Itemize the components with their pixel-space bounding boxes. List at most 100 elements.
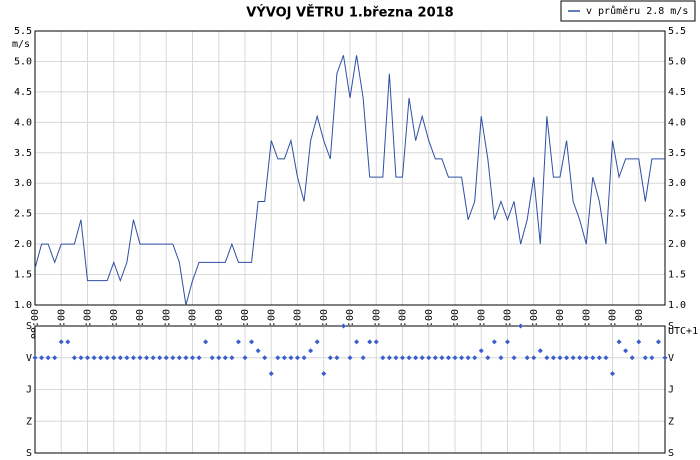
y-tick-label: 4.5 [668,87,686,98]
direction-point [426,355,432,361]
direction-point [85,355,90,361]
direction-point [32,355,38,361]
y-tick-label: Z [668,416,674,427]
direction-point [393,355,399,361]
x-tick-label: 09:00 [266,309,277,339]
direction-point [491,339,497,345]
x-tick-label: 15:00 [424,309,435,339]
y-tick-label: S [668,448,674,459]
plot-border [34,325,666,454]
x-tick-label: 06:00 [188,309,199,339]
direction-point [45,355,51,361]
direction-point [104,355,110,361]
direction-point [557,355,563,361]
direction-point [360,355,366,361]
direction-point [655,339,661,345]
direction-point [209,355,215,361]
direction-point [71,355,77,361]
y-tick-label: 2.5 [668,209,686,220]
direction-point [465,355,471,361]
x-tick-label: 00:00 [30,309,41,339]
y-tick-label: 2.0 [668,239,686,250]
y-tick-label: 4.5 [14,87,32,98]
x-tick-label: 08:00 [240,309,251,339]
y-tick-label: S [668,321,674,332]
direction-point [544,355,550,361]
direction-point [610,371,615,377]
y-tick-label: 4.0 [14,117,32,128]
y-tick-label: 1.0 [668,300,686,311]
direction-point [242,355,248,361]
direction-point [321,371,327,377]
y-axis-label: m/s [12,39,30,50]
x-tick-label: 18:00 [503,309,514,339]
y-tick-label: J [26,385,32,396]
direction-point [439,355,445,361]
direction-point [367,339,373,345]
direction-point [386,355,392,361]
direction-point [222,355,228,361]
y-tick-label: 3.5 [668,148,686,159]
x-tick-label: 21:00 [581,309,592,339]
direction-point [616,339,622,345]
direction-point [636,339,642,345]
direction-point [623,348,629,354]
y-tick-label: V [668,353,674,364]
direction-point [203,339,209,345]
direction-point [229,355,235,361]
x-tick-label: 03:00 [109,309,120,339]
x-tick-label: 16:00 [450,309,461,339]
x-tick-label: 19:00 [529,309,540,339]
direction-point [65,339,71,345]
direction-point [662,355,668,361]
direction-point [190,355,195,361]
direction-point [642,355,648,361]
direction-point [124,355,130,361]
direction-point [98,355,104,361]
y-tick-label: Z [26,416,32,427]
direction-point [413,355,419,361]
direction-point [301,355,307,361]
x-tick-label: 10:00 [293,309,304,339]
direction-point [406,355,412,361]
direction-point [216,355,222,361]
direction-point [235,339,241,345]
direction-point [478,348,484,354]
direction-point [196,355,202,361]
x-tick-label: 20:00 [555,309,566,339]
x-tick-label: 13:00 [371,309,382,339]
direction-point [275,355,281,361]
chart-title: VÝVOJ VĚTRU 1.března 2018 [246,5,453,21]
direction-point [432,355,438,361]
direction-point [452,355,458,361]
x-tick-label: 02:00 [83,309,94,339]
x-tick-label: 07:00 [214,309,225,339]
y-tick-label: 3.0 [14,178,32,189]
direction-point [268,371,274,377]
x-tick-label: 11:00 [319,309,330,339]
direction-point [603,355,609,361]
direction-point [91,355,97,361]
direction-point [262,355,268,361]
direction-point [583,355,589,361]
direction-point [570,355,576,361]
y-tick-label: 5.0 [668,56,686,67]
direction-point [183,355,189,361]
x-tick-label: 04:00 [135,309,146,339]
direction-point [347,355,353,361]
x-tick-label: 01:00 [56,309,67,339]
x-tick-label: 17:00 [476,309,487,339]
y-tick-label: 2.0 [14,239,32,250]
direction-point [518,323,524,329]
direction-point [485,355,491,361]
y-tick-label: 2.5 [14,209,32,220]
direction-point [373,339,379,345]
direction-point [78,355,84,361]
direction-point [505,339,510,345]
direction-point [157,355,163,361]
x-tick-label: 05:00 [161,309,172,339]
y-tick-label: 5.5 [668,26,686,37]
direction-point [163,355,169,361]
y-tick-label: 1.5 [14,270,32,281]
direction-point [472,355,478,361]
